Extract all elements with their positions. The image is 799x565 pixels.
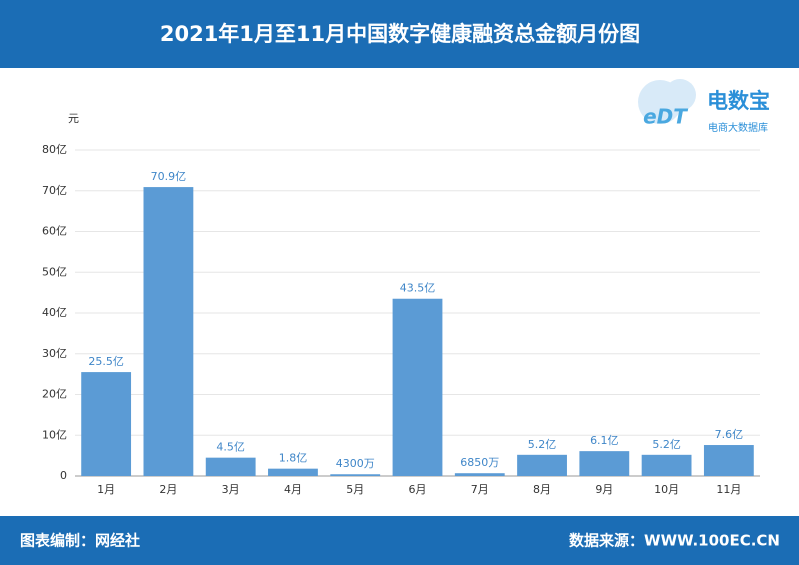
logo-name: 电数宝: [707, 89, 770, 113]
value-label: 7.6亿: [715, 428, 744, 441]
x-tick-label: 1月: [97, 483, 115, 496]
x-tick-label: 2月: [159, 483, 177, 496]
bar: [454, 473, 505, 476]
value-label: 70.9亿: [151, 170, 187, 183]
bar: [579, 451, 630, 476]
value-label: 5.2亿: [652, 438, 681, 451]
x-tick-label: 3月: [222, 483, 240, 496]
value-label: 25.5亿: [88, 355, 124, 368]
footer-band: [0, 516, 799, 565]
y-tick-label: 0: [60, 469, 67, 482]
y-tick-label: 80亿: [42, 143, 67, 156]
logo-tagline: 电商大数据库: [708, 121, 768, 134]
y-tick-label: 40亿: [42, 306, 67, 319]
header-band: [0, 0, 799, 68]
bar: [517, 454, 567, 476]
x-tick-label: 5月: [346, 483, 364, 496]
bar: [81, 372, 132, 476]
x-tick-label: 8月: [533, 483, 551, 496]
footer-left: 图表编制：网经社: [20, 532, 140, 550]
bar: [268, 468, 318, 476]
y-tick-label: 70亿: [42, 184, 67, 197]
bar: [205, 457, 256, 476]
x-tick-label: 4月: [284, 483, 302, 496]
x-tick-label: 11月: [716, 483, 741, 496]
y-tick-label: 20亿: [42, 388, 67, 401]
x-tick-label: 9月: [595, 483, 613, 496]
x-tick-label: 10月: [654, 483, 679, 496]
x-tick-label: 7月: [471, 483, 489, 496]
bar: [330, 474, 381, 476]
footer-right: 数据来源：WWW.100EC.CN: [569, 532, 780, 550]
value-label: 4300万: [336, 457, 375, 470]
value-label: 4.5亿: [216, 441, 245, 454]
value-label: 6850万: [460, 456, 499, 469]
value-label: 5.2亿: [528, 438, 557, 451]
y-tick-label: 30亿: [42, 347, 67, 360]
y-tick-label: 60亿: [42, 225, 67, 238]
logo-cloud: [664, 79, 696, 111]
x-tick-label: 6月: [409, 483, 427, 496]
y-unit: 元: [68, 112, 79, 125]
logo-mark: eDT: [643, 105, 688, 129]
value-label: 1.8亿: [279, 452, 308, 465]
value-label: 43.5亿: [400, 282, 436, 295]
logo: eDT 电数宝 电商大数据库: [638, 79, 770, 134]
bar: [641, 454, 692, 476]
value-label: 6.1亿: [590, 434, 619, 447]
y-tick-label: 10亿: [42, 428, 67, 441]
bar: [703, 445, 754, 476]
bar: [392, 298, 443, 476]
bar: [143, 187, 194, 476]
y-tick-label: 50亿: [42, 265, 67, 278]
chart-title: 2021年1月至11月中国数字健康融资总金额月份图: [160, 22, 640, 46]
